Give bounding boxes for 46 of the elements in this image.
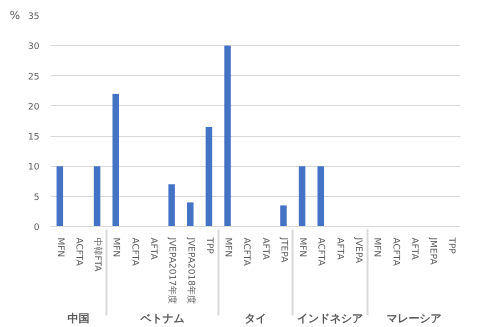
text: インドネシア (297, 312, 364, 325)
text: マレーシア (386, 312, 442, 325)
x-tick-label: AFTA (260, 238, 270, 260)
bar (56, 166, 64, 226)
bar (317, 166, 324, 226)
bar (206, 127, 212, 226)
x-tick-label: ACFTA (390, 238, 400, 267)
x-tick-label: JVEPA2018年度 (185, 236, 196, 304)
x-tick-label: 中韓FTA (92, 238, 104, 272)
x-tick-label: JVEPA2017年度 (166, 236, 178, 304)
x-tick-label: JTEPA (278, 236, 288, 264)
y-tick-label: 35 (28, 12, 40, 22)
bar (94, 166, 100, 226)
x-tick-label: MFN (222, 238, 233, 258)
y-axis-title: % (10, 9, 20, 22)
x-tick-label: MFN (110, 238, 121, 258)
bar (298, 166, 306, 226)
x-tick-label: ACFTA (129, 238, 140, 267)
y-tick-label: 15 (28, 132, 40, 143)
y-tick-label: 30 (28, 42, 40, 52)
x-tick-label: JMEPA (428, 236, 438, 266)
x-tick-label: MFN (372, 238, 382, 258)
x-tick-label: MFN (54, 238, 65, 258)
y-tick-label: 10 (28, 162, 40, 173)
bar (112, 94, 119, 226)
x-tick-label: JVEPA (353, 236, 363, 264)
x-tick-label: TPP (446, 236, 456, 254)
x-tick-label: ACFTA (73, 238, 84, 267)
x-tick-label: TPP (204, 236, 214, 254)
y-tick-label: 5 (34, 192, 40, 203)
bar (224, 46, 231, 226)
bar (280, 205, 287, 226)
text: タイ (244, 312, 266, 325)
text: 中国 (67, 312, 90, 325)
x-tick-label: ACFTA (316, 238, 326, 267)
x-tick-label: AFTA (148, 238, 158, 260)
x-tick-label: ACFTA (241, 238, 252, 267)
y-tick-label: 20 (28, 102, 40, 112)
y-tick-label: 25 (28, 72, 40, 82)
x-tick-label: AFTA (408, 238, 419, 260)
x-tick-label: MFN (297, 238, 308, 258)
bar (187, 202, 194, 226)
bar (168, 184, 175, 226)
text: ベトナム (139, 312, 184, 325)
x-tick-label: AFTA (334, 238, 344, 260)
y-tick-label: 0 (34, 223, 40, 233)
